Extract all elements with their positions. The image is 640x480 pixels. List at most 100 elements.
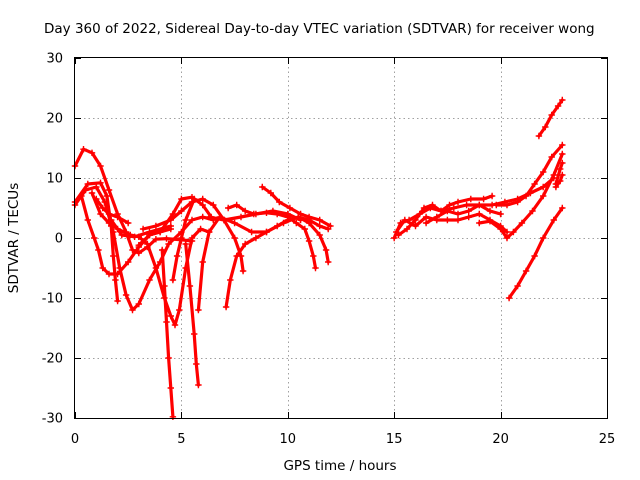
x-axis-label: GPS time / hours <box>283 458 396 474</box>
data-point-marker <box>186 282 194 290</box>
data-point-marker <box>233 252 240 260</box>
data-point-marker <box>225 204 232 212</box>
series-trace <box>424 203 503 225</box>
data-point-marker <box>274 222 281 230</box>
data-point-marker <box>514 198 521 206</box>
data-point-marker <box>199 258 206 266</box>
data-point-marker <box>114 270 121 278</box>
data-point-marker <box>252 210 260 218</box>
data-point-marker <box>446 201 453 209</box>
data-point-marker <box>178 234 185 242</box>
data-point-marker <box>518 219 526 227</box>
data-point-marker <box>554 102 562 110</box>
data-point-marker <box>173 252 181 260</box>
y-tick-label: 20 <box>46 112 63 127</box>
series-sat-27 <box>552 171 566 191</box>
series-sat-22 <box>476 150 566 242</box>
data-point-marker <box>259 183 266 191</box>
series-sat-8 <box>135 194 215 249</box>
data-point-marker <box>252 234 260 242</box>
data-point-marker <box>559 171 566 179</box>
grid-lines <box>75 58 607 418</box>
data-point-marker <box>529 207 536 215</box>
data-point-marker <box>233 201 240 209</box>
data-point-marker <box>444 207 451 215</box>
series-trace <box>73 185 215 312</box>
data-point-marker <box>548 153 555 161</box>
data-point-marker <box>239 267 247 275</box>
series-sat-23 <box>493 141 566 209</box>
data-point-marker <box>248 228 255 236</box>
data-point-marker <box>422 213 430 221</box>
data-point-marker <box>305 237 313 245</box>
data-point-marker <box>176 306 183 314</box>
data-point-marker <box>401 216 408 224</box>
series-trace <box>90 191 211 327</box>
data-point-marker <box>420 204 428 212</box>
data-point-marker <box>97 210 104 218</box>
data-point-marker <box>182 216 189 224</box>
data-point-marker <box>531 252 538 260</box>
data-point-marker <box>540 234 547 242</box>
data-point-marker <box>199 195 206 203</box>
data-point-marker <box>522 192 530 200</box>
data-point-marker <box>78 192 85 200</box>
data-point-marker <box>88 149 96 156</box>
data-point-marker <box>242 207 249 215</box>
data-point-marker <box>99 204 106 212</box>
data-point-marker <box>188 216 196 224</box>
data-point-marker <box>191 195 198 203</box>
series-sat-20 <box>395 192 496 239</box>
x-tick-label: 5 <box>177 432 185 447</box>
data-point-marker <box>412 216 419 224</box>
series-sat-12 <box>182 240 202 389</box>
data-point-marker <box>503 201 511 209</box>
data-point-marker <box>169 276 177 284</box>
y-tick-label: -20 <box>42 352 63 367</box>
data-point-marker <box>493 201 500 209</box>
data-point-marker <box>486 218 494 225</box>
data-point-marker <box>488 192 496 200</box>
data-point-marker <box>510 228 517 236</box>
series-sat-21 <box>422 201 504 227</box>
data-point-marker <box>167 384 174 392</box>
data-point-marker <box>391 234 398 242</box>
data-point-marker <box>84 216 91 224</box>
data-point-marker <box>135 249 142 257</box>
data-series <box>71 96 566 420</box>
data-point-marker <box>114 213 121 221</box>
series-sat-15 <box>225 201 319 272</box>
data-point-marker <box>557 177 564 185</box>
plot-frame <box>74 57 608 419</box>
data-point-marker <box>220 216 228 224</box>
data-point-marker <box>316 231 323 239</box>
series-sat-24 <box>505 204 566 302</box>
y-axis-label: SDTVAR / TECUs <box>6 183 22 293</box>
data-point-marker <box>144 240 151 248</box>
data-point-marker <box>540 168 547 176</box>
data-point-marker <box>542 123 549 131</box>
data-point-marker <box>465 207 472 215</box>
data-point-marker <box>293 219 300 227</box>
data-point-marker <box>310 252 317 260</box>
data-point-marker <box>178 207 185 215</box>
data-point-marker <box>167 312 174 320</box>
data-point-marker <box>222 303 230 311</box>
data-point-marker <box>503 234 511 242</box>
data-point-marker <box>118 231 125 239</box>
y-tick-labels: -30 -20 -10 0 10 20 30 <box>42 52 63 427</box>
data-point-marker <box>522 267 530 275</box>
x-tick-label: 0 <box>71 432 79 447</box>
data-point-marker <box>301 225 308 233</box>
data-point-marker <box>559 204 566 212</box>
data-point-marker <box>412 222 419 230</box>
data-point-marker <box>454 216 462 224</box>
x-tick-label: 15 <box>386 432 403 447</box>
series-sat-6 <box>93 195 132 227</box>
data-point-marker <box>146 231 153 239</box>
data-point-marker <box>476 210 483 218</box>
data-point-marker <box>422 219 430 227</box>
data-point-marker <box>91 234 98 242</box>
data-point-marker <box>237 213 245 221</box>
data-point-marker <box>403 225 411 233</box>
